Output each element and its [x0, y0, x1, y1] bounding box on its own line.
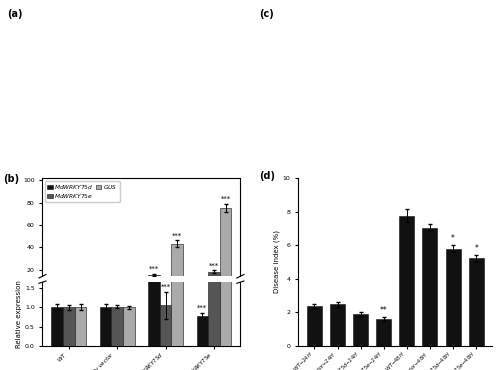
Y-axis label: Disease index (%): Disease index (%) [274, 231, 280, 293]
Text: ***: *** [209, 262, 219, 269]
Legend: $MdWRKY75d$, $MdWRKY75e$, $GUS$: $MdWRKY75d$, $MdWRKY75e$, $GUS$ [46, 181, 120, 202]
Bar [74, 291, 86, 292]
Bar [353, 314, 368, 346]
Bar [74, 307, 86, 346]
Bar [160, 305, 172, 346]
Bar [52, 291, 63, 292]
Bar [123, 307, 134, 346]
Text: (d): (d) [260, 171, 276, 181]
Bar [100, 291, 112, 292]
Bar [208, 272, 220, 292]
Bar [63, 307, 74, 346]
Bar [220, 208, 232, 292]
Bar [112, 291, 123, 292]
Bar [112, 306, 123, 346]
Bar [422, 228, 438, 346]
Bar [307, 306, 322, 346]
Text: (a): (a) [8, 9, 23, 18]
Bar [172, 0, 183, 346]
Bar [172, 244, 183, 292]
Text: *: * [474, 243, 478, 253]
Bar [148, 0, 160, 346]
Text: *: * [451, 234, 455, 243]
Y-axis label: Relative expression: Relative expression [16, 280, 22, 348]
Bar [220, 0, 232, 346]
Bar [400, 216, 414, 346]
Bar [160, 291, 172, 292]
Bar [100, 307, 112, 346]
Bar [123, 291, 134, 292]
Bar [376, 319, 392, 346]
Text: ***: *** [198, 305, 207, 311]
Text: (c): (c) [260, 9, 274, 18]
Bar [63, 291, 74, 292]
Bar [446, 249, 460, 346]
Text: **: ** [380, 306, 388, 315]
Bar [330, 304, 345, 346]
Text: (b): (b) [3, 174, 19, 184]
Bar [196, 291, 208, 292]
Text: ***: *** [220, 196, 230, 202]
Bar [468, 258, 483, 346]
Text: ***: *** [160, 284, 170, 290]
Text: ***: *** [172, 233, 182, 239]
Text: ***: *** [149, 266, 159, 272]
Bar [196, 316, 208, 346]
Bar [52, 307, 63, 346]
Bar [148, 275, 160, 292]
Bar [208, 0, 220, 346]
